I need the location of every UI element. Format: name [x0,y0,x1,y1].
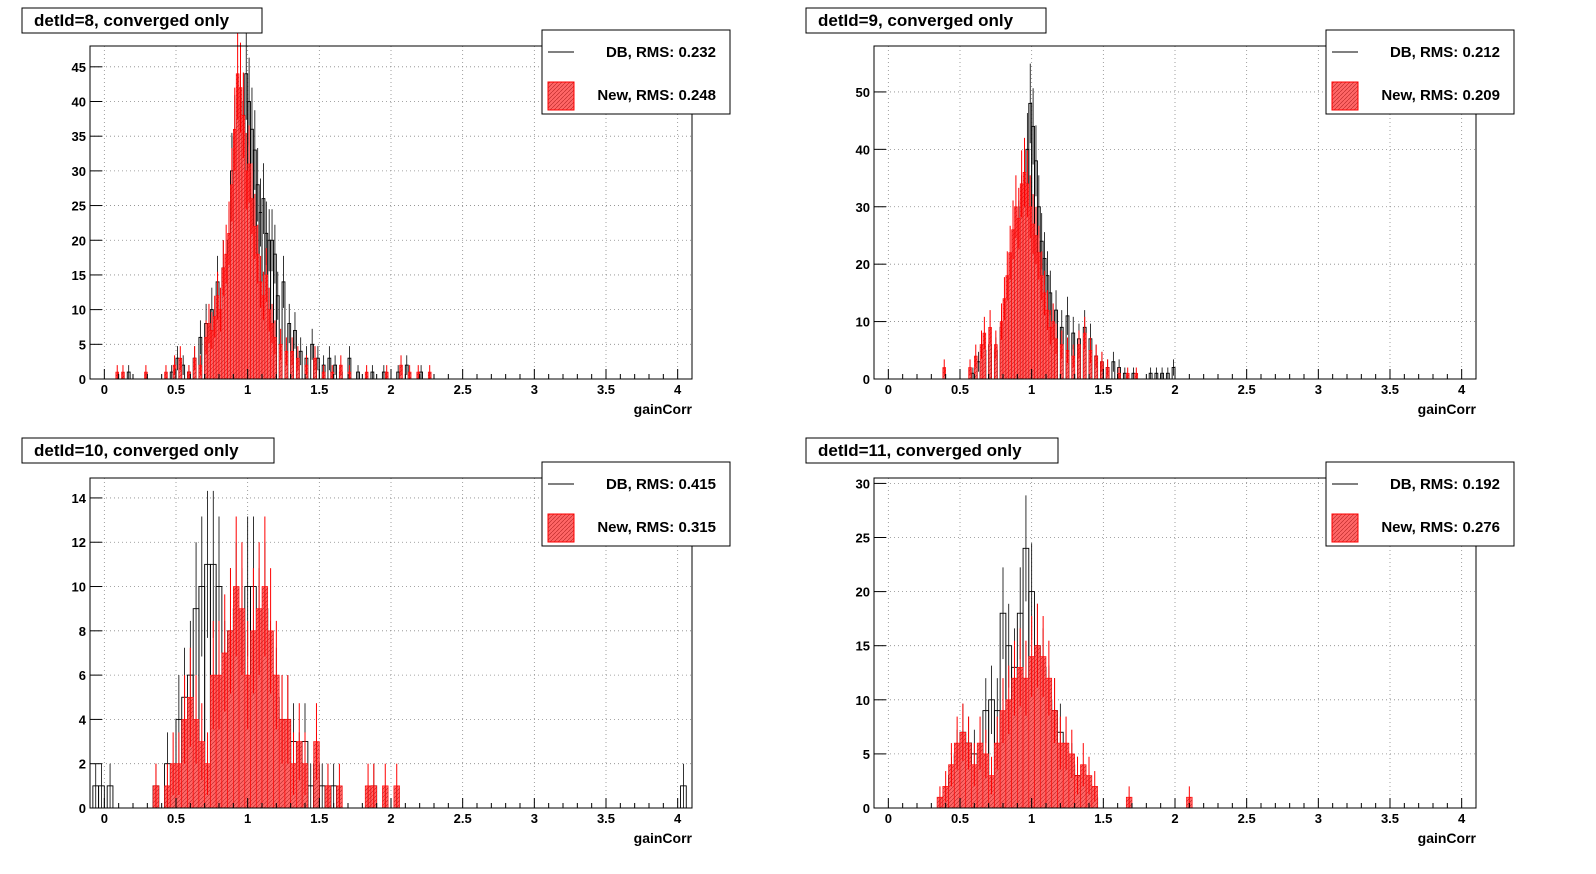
chart-title: detId=11, converged only [818,441,1022,460]
y-tick-label: 30 [856,200,870,215]
x-tick-label: 1.5 [1094,382,1112,397]
x-tick-label: 0.5 [951,382,969,397]
x-tick-label: 0 [101,382,108,397]
y-tick-label: 4 [79,712,87,727]
x-tick-label: 2.5 [454,811,472,826]
x-tick-label: 3.5 [1381,811,1399,826]
x-tick-label: 4 [674,382,682,397]
y-tick-label: 20 [856,257,870,272]
y-tick-label: 15 [856,639,870,654]
y-tick-label: 35 [72,129,86,144]
legend-new-swatch [547,81,575,111]
x-axis-label: gainCorr [1418,830,1477,846]
x-tick-label: 3 [531,382,538,397]
x-tick-label: 1.5 [310,382,328,397]
x-tick-label: 3.5 [1381,382,1399,397]
x-tick-label: 1.5 [310,811,328,826]
y-tick-label: 25 [72,199,86,214]
y-tick-label: 30 [72,164,86,179]
histogram-panel-2: 0 0.5 1 1.5 2 2.5 3 3.5 4 0 2 4 6 8 10 12 14 gainCorr detI… [21,437,731,846]
x-tick-label: 0 [885,811,892,826]
x-tick-label: 3 [1315,811,1322,826]
y-tick-label: 0 [79,801,86,816]
y-tick-label: 6 [79,668,86,683]
x-tick-label: 3 [531,811,538,826]
x-tick-label: 0.5 [167,811,185,826]
x-tick-label: 4 [1458,811,1466,826]
x-tick-label: 2.5 [1238,811,1256,826]
y-tick-label: 2 [79,757,86,772]
y-tick-label: 20 [856,585,870,600]
chart-title: detId=9, converged only [818,11,1014,30]
histogram-panel-3: 0 0.5 1 1.5 2 2.5 3 3.5 4 0 5 10 15 20 25 30 gainCorr det… [805,437,1515,846]
x-tick-label: 2 [387,811,394,826]
y-tick-label: 45 [72,60,86,75]
x-tick-label: 2.5 [454,382,472,397]
x-tick-label: 2 [1171,811,1178,826]
x-axis-label: gainCorr [634,830,693,846]
x-tick-label: 0 [101,811,108,826]
y-tick-label: 15 [72,268,86,283]
histogram-panel-1: 0 0.5 1 1.5 2 2.5 3 3.5 401020304050gainCorrdetI… [805,7,1515,417]
chart-title: detId=8, converged only [34,11,230,30]
y-tick-label: 8 [79,624,86,639]
y-tick-label: 10 [856,693,870,708]
legend-db-label: DB, RMS: 0.415 [606,476,716,493]
x-tick-label: 2.5 [1238,382,1256,397]
x-tick-label: 4 [1458,382,1466,397]
y-tick-label: 30 [856,476,870,491]
legend-new-swatch [1331,513,1359,543]
y-tick-label: 0 [79,372,86,387]
x-tick-label: 3 [1315,382,1322,397]
x-tick-label: 1 [244,382,251,397]
legend-new-label: New, RMS: 0.315 [597,519,716,536]
y-tick-label: 20 [72,233,86,248]
y-tick-label: 10 [72,303,86,318]
legend-db-label: DB, RMS: 0.192 [1390,476,1500,493]
x-tick-label: 1 [1028,382,1035,397]
x-tick-label: 2 [387,382,394,397]
histogram-panel-0: 0 0.5 1 1.5 2 2.5 3 3.5 4051015202530354045gainC… [21,7,731,417]
legend-new-label: New, RMS: 0.248 [597,87,716,104]
y-tick-label: 40 [856,142,870,157]
legend-new-label: New, RMS: 0.276 [1381,519,1500,536]
legend-db-label: DB, RMS: 0.232 [606,44,716,61]
y-tick-label: 0 [863,372,870,387]
legend-new-swatch [547,513,575,543]
y-tick-label: 5 [79,337,86,352]
x-tick-label: 0 [885,382,892,397]
x-tick-label: 4 [674,811,682,826]
y-tick-label: 10 [72,580,86,595]
x-tick-label: 0.5 [951,811,969,826]
y-tick-label: 0 [863,801,870,816]
y-tick-label: 12 [72,535,86,550]
y-tick-label: 50 [856,85,870,100]
title-box [21,437,275,464]
x-axis-label: gainCorr [1418,401,1477,417]
x-tick-label: 0.5 [167,382,185,397]
legend-db-label: DB, RMS: 0.212 [1390,44,1500,61]
x-tick-label: 3.5 [597,382,615,397]
title-box [805,7,1047,34]
chart-title: detId=10, converged only [34,441,239,460]
legend-new-swatch [1331,81,1359,111]
x-tick-label: 2 [1171,382,1178,397]
title-box [21,7,263,34]
x-tick-label: 3.5 [597,811,615,826]
y-tick-label: 10 [856,315,870,330]
legend-new-label: New, RMS: 0.209 [1381,87,1500,104]
x-tick-label: 1 [244,811,251,826]
x-tick-label: 1.5 [1094,811,1112,826]
x-tick-label: 1 [1028,811,1035,826]
title-box [805,437,1059,464]
x-axis-label: gainCorr [634,401,693,417]
y-tick-label: 25 [856,531,870,546]
y-tick-label: 5 [863,747,870,762]
y-tick-label: 40 [72,95,86,110]
y-tick-label: 14 [72,491,87,506]
